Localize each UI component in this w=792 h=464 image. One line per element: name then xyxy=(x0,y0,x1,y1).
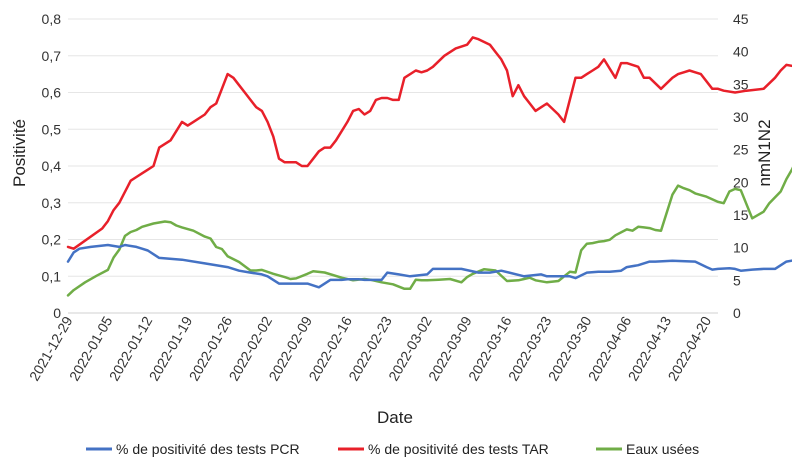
y-left-tick-label: 0,3 xyxy=(42,195,62,211)
y-right-tick-label: 20 xyxy=(733,174,749,190)
y-right-tick-label: 40 xyxy=(733,44,749,60)
y-axis-left-title: Positivité xyxy=(10,119,29,187)
series-line-0 xyxy=(66,243,792,289)
y-axis-right-title: nmN1N2 xyxy=(755,119,774,186)
y-right-tick-label: 35 xyxy=(733,76,749,92)
legend-label-tar: % de positivité des tests TAR xyxy=(368,441,549,457)
y-right-tick-label: 10 xyxy=(733,240,749,256)
y-right-tick-label: 30 xyxy=(733,109,749,125)
y-right-tick-label: 45 xyxy=(733,11,749,27)
y-left-tick-label: 0,1 xyxy=(42,268,62,284)
y-left-tick-label: 0,4 xyxy=(42,158,62,174)
x-axis-ticks: 2021-12-292022-01-052022-01-122022-01-19… xyxy=(26,313,714,383)
y-right-tick-label: 25 xyxy=(733,142,749,158)
legend-label-pcr: % de positivité des tests PCR xyxy=(116,441,300,457)
gridlines xyxy=(68,18,718,277)
x-axis-title: Date xyxy=(377,408,413,427)
legend-item-wastewater: Eaux usées xyxy=(596,441,699,457)
series-layer xyxy=(66,36,792,297)
legend-item-pcr: % de positivité des tests PCR xyxy=(86,441,300,457)
y-left-tick-label: 0,5 xyxy=(42,121,62,137)
series-line-1 xyxy=(66,36,792,250)
left-axis-ticks: 0 0,1 0,2 0,3 0,4 0,5 0,6 0,7 0,8 xyxy=(42,11,62,321)
right-axis-ticks: 0 5 10 15 20 25 30 35 40 45 xyxy=(733,11,749,321)
legend-item-tar: % de positivité des tests TAR xyxy=(338,441,549,457)
y-right-tick-label: 0 xyxy=(733,305,741,321)
y-left-tick-label: 0 xyxy=(53,305,61,321)
y-right-tick-label: 15 xyxy=(733,207,749,223)
y-left-tick-label: 0,8 xyxy=(42,11,62,27)
legend: % de positivité des tests PCR % de posit… xyxy=(86,441,699,457)
y-right-tick-label: 5 xyxy=(733,272,741,288)
y-left-tick-label: 0,2 xyxy=(42,232,62,248)
y-left-tick-label: 0,6 xyxy=(42,85,62,101)
legend-label-wastewater: Eaux usées xyxy=(626,441,699,457)
y-left-tick-label: 0,7 xyxy=(42,48,62,64)
